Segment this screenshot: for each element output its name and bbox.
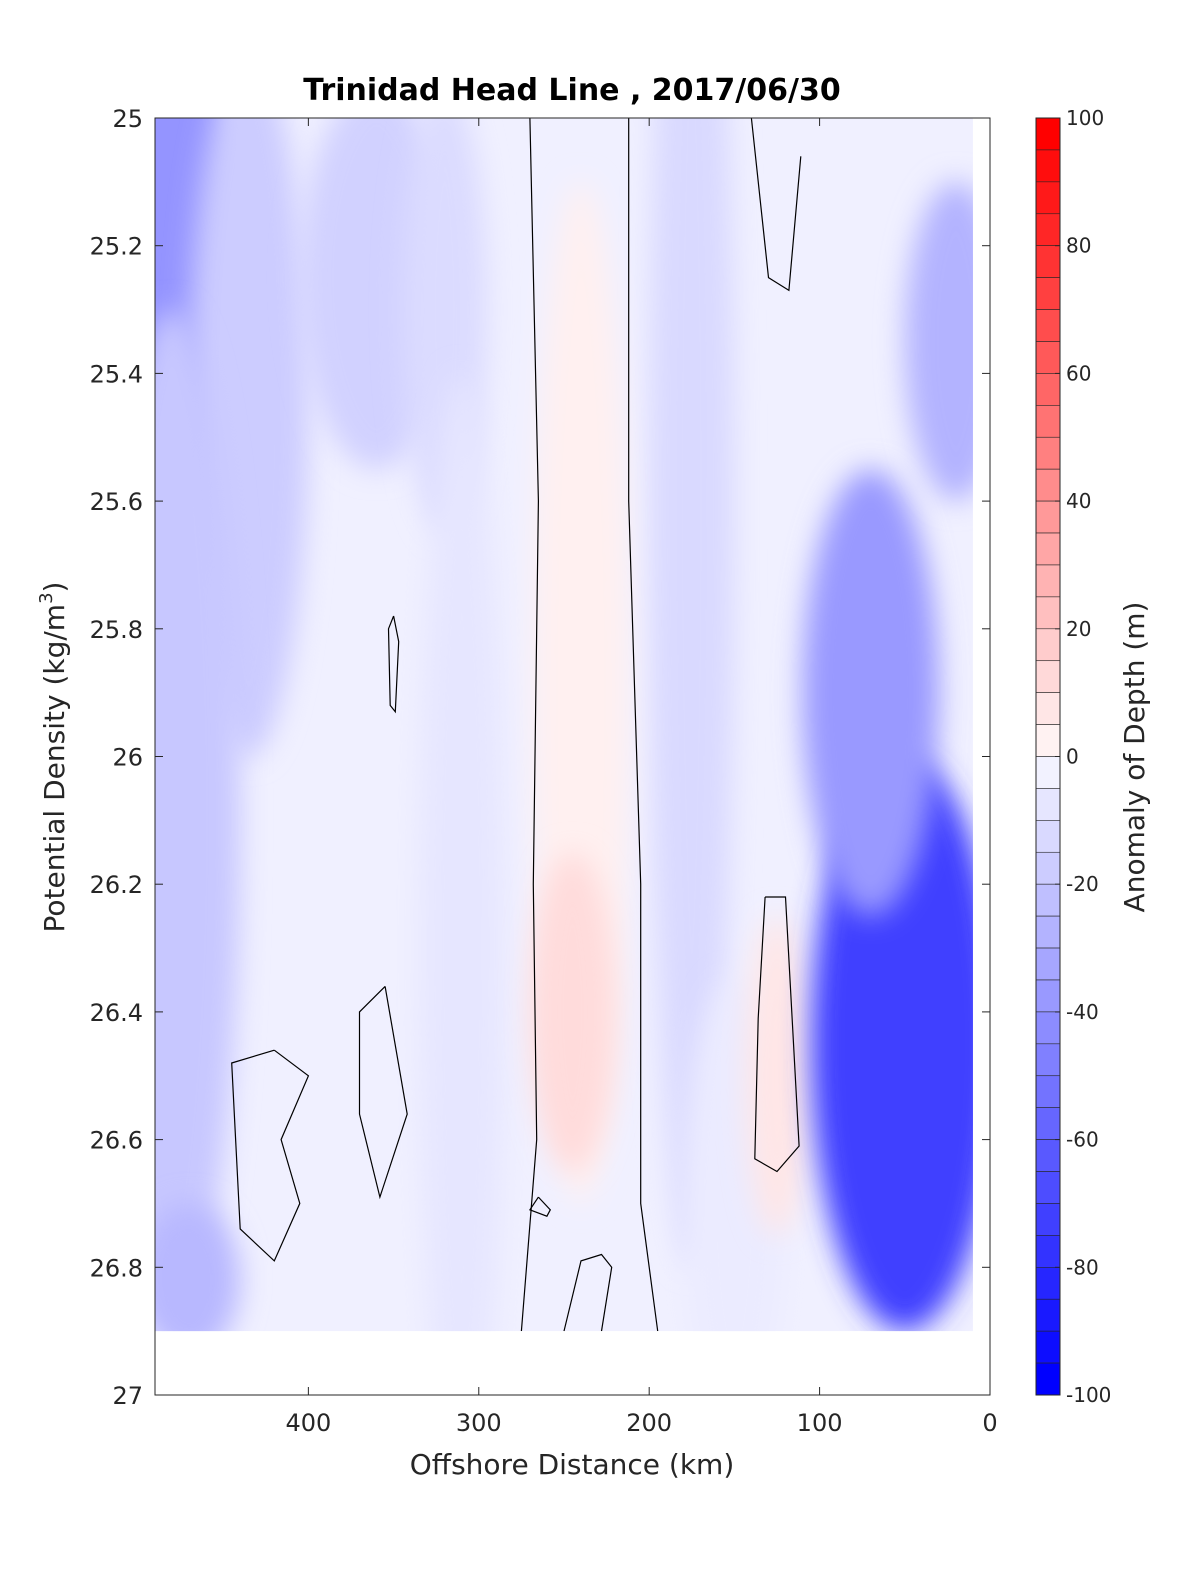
colorbar-segment	[1035, 756, 1061, 789]
colorbar-tick-label: 40	[1066, 489, 1091, 513]
colorbar-segment	[1035, 1235, 1061, 1268]
zero-contour-0	[520, 118, 540, 1332]
y-tick-label: 26.8	[90, 1254, 143, 1282]
colorbar-segment	[1035, 1043, 1061, 1077]
y-tick-label: 25.4	[90, 360, 143, 388]
contour-fill-layer	[155, 118, 973, 1332]
colorbar-tick-label: -40	[1066, 1000, 1099, 1024]
colorbar-segment	[1035, 309, 1061, 342]
zero-contour-2	[750, 118, 802, 292]
colorbar-tick-label: -80	[1066, 1255, 1099, 1279]
y-axis-title-superscript: 3	[36, 592, 57, 603]
colorbar-segment	[1035, 1011, 1061, 1045]
y-tick-label: 26.4	[90, 999, 143, 1027]
colorbar-segment	[1035, 1171, 1061, 1204]
colorbar-segment	[1035, 341, 1061, 374]
colorbar-tick-label: 20	[1066, 617, 1091, 641]
colorbar-segment	[1035, 245, 1061, 278]
colorbar-segment	[1035, 851, 1061, 885]
zero-contour-5	[231, 1049, 310, 1262]
y-tick-label: 26	[112, 744, 143, 772]
y-tick-label: 25	[112, 105, 143, 133]
colorbar-segment	[1035, 692, 1061, 725]
zero-contour-3	[387, 615, 400, 714]
colorbar-segment	[1035, 596, 1061, 630]
y-tick-label: 25.6	[90, 488, 143, 516]
y-axis-title-close: )	[38, 582, 71, 593]
colorbar-segment	[1035, 915, 1061, 949]
colorbar-segment	[1035, 500, 1061, 534]
x-tick-label: 300	[456, 1409, 502, 1437]
y-tick-label: 25.8	[90, 616, 143, 644]
zero-contour-4	[358, 985, 408, 1200]
anomaly-field-13	[802, 469, 939, 917]
colorbar: 100 80 60 40 20 0 -20 -40 -60 -80 -100	[1035, 106, 1111, 1407]
colorbar-segment	[1035, 883, 1061, 917]
colorbar-segment	[1035, 1107, 1061, 1140]
colorbar-segment	[1035, 1203, 1061, 1236]
x-tick-label: 100	[797, 1409, 843, 1437]
colorbar-segment	[1035, 1362, 1061, 1396]
colorbar-tick-label: 80	[1066, 234, 1091, 258]
y-tick-label: 25.2	[90, 233, 143, 261]
zero-contour-7	[563, 1253, 613, 1332]
colorbar-tick-label: -60	[1066, 1128, 1099, 1152]
colorbar-segment	[1035, 820, 1061, 853]
colorbar-segment	[1035, 181, 1061, 215]
x-axis-title: Offshore Distance (km)	[410, 1448, 735, 1481]
colorbar-segment	[1035, 1298, 1061, 1332]
colorbar-segment	[1035, 979, 1061, 1013]
colorbar-segment	[1035, 947, 1061, 981]
colorbar-tick-label: -100	[1066, 1383, 1111, 1407]
y-axis-title: Potential Density (kg/m3)	[36, 582, 71, 933]
colorbar-segment	[1035, 373, 1061, 406]
colorbar-segment	[1035, 564, 1061, 598]
y-tick-label: 26.2	[90, 871, 143, 899]
colorbar-segment	[1035, 1267, 1061, 1300]
colorbar-segment	[1035, 436, 1061, 470]
colorbar-tick-label: 100	[1066, 106, 1104, 130]
colorbar-segment	[1035, 117, 1061, 151]
zero-contour-6	[528, 1196, 552, 1217]
colorbar-segment	[1035, 213, 1061, 246]
colorbar-segment	[1035, 660, 1061, 693]
anomaly-field-6	[419, 373, 505, 1332]
colorbar-segment	[1035, 1139, 1061, 1172]
anomaly-field-14	[904, 181, 973, 502]
colorbar-segment	[1035, 532, 1061, 566]
colorbar-segment	[1035, 628, 1061, 662]
colorbar-title: Anomaly of Depth (m)	[1118, 602, 1151, 913]
x-tick-label: 200	[626, 1409, 672, 1437]
x-tick-label: 0	[982, 1409, 997, 1437]
colorbar-segment	[1035, 1330, 1061, 1364]
axes: 400 300 200 100 0 25 25.2 25.4 25.6 25.8 26 26.2 26.…	[90, 105, 998, 1437]
colorbar-tick-label: 0	[1066, 745, 1079, 769]
colorbar-tick-label: 60	[1066, 361, 1091, 385]
y-axis-title-main: Potential Density (kg/m	[38, 604, 71, 933]
colorbar-segment	[1035, 788, 1061, 821]
zero-contour-1	[628, 118, 659, 1332]
anomaly-field-3	[155, 309, 241, 1331]
anomaly-field-11	[746, 916, 808, 1236]
zero-contour-8	[754, 896, 800, 1173]
colorbar-segment	[1035, 149, 1061, 183]
colorbar-segment	[1035, 1075, 1061, 1108]
colorbar-segment	[1035, 277, 1061, 310]
anomaly-field-10	[529, 852, 616, 1172]
y-tick-label: 27	[112, 1382, 143, 1410]
x-tick-label: 400	[285, 1409, 331, 1437]
zero-contour-layer	[231, 118, 802, 1332]
colorbar-tick-label: -20	[1066, 872, 1099, 896]
colorbar-segment	[1035, 468, 1061, 502]
colorbar-segment	[1035, 405, 1061, 438]
colorbar-segment	[1035, 724, 1061, 757]
chart-title: Trinidad Head Line , 2017/06/30	[303, 73, 840, 108]
y-tick-label: 26.6	[90, 1127, 143, 1155]
anomaly-field-4	[155, 1203, 241, 1332]
anomaly-field-7	[649, 118, 735, 1268]
